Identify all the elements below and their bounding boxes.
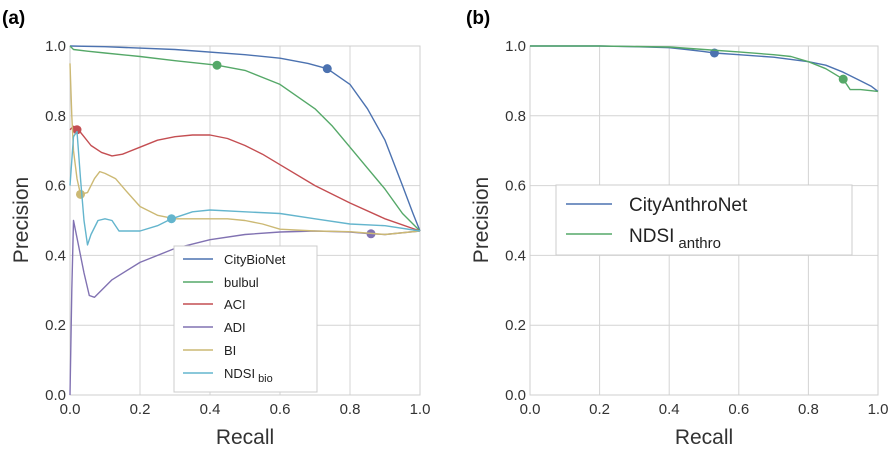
legend-box-a <box>173 245 318 393</box>
plot-frame-b <box>529 45 879 396</box>
y-tick-label-b-2: 0.4 <box>505 247 526 264</box>
y-axis-label-a: Precision <box>10 177 33 263</box>
chart-panel-a: (a) 0.0 0.2 0.4 0.6 0.8 1.0 0.0 0.2 0.4 0.6 0.8 1.0… <box>2 8 430 449</box>
x-tick-label-b-2: 0.4 <box>659 401 680 418</box>
legend-label-cityanthronet: CityAnthroNet <box>629 195 748 216</box>
legend-label-adi: ADI <box>224 320 246 335</box>
y-tick-label-a-3: 0.6 <box>45 178 66 195</box>
series-marker-ndsi-anthro <box>838 74 848 84</box>
series-line-ndsi-bio <box>69 130 421 246</box>
series-marker-aci <box>72 125 82 135</box>
series-line-bi <box>69 63 421 236</box>
series-line-aci <box>69 125 421 232</box>
y-tick-label-a-4: 0.8 <box>45 108 66 125</box>
y-tick-label-b-0: 0.0 <box>505 387 526 404</box>
series-line-ndsi-anthro <box>530 45 879 93</box>
plot-frame-a <box>69 45 421 396</box>
y-axis-label-b: Precision <box>470 177 493 263</box>
series-marker-ndsi-bio <box>167 214 176 224</box>
y-tick-label-a-1: 0.2 <box>45 317 66 334</box>
x-tick-label-a-0: 0.0 <box>60 401 81 418</box>
series-marker-bulbul <box>212 60 222 70</box>
y-tick-label-a-5: 1.0 <box>45 38 66 55</box>
legend-label-ndsi-bio: NDSI bio <box>224 366 273 385</box>
series-marker-bi <box>76 189 85 199</box>
curves-b <box>530 45 879 93</box>
y-tick-label-a-0: 0.0 <box>45 387 66 404</box>
x-tick-label-b-1: 0.2 <box>589 401 610 418</box>
legend-a: CityBioNet bulbul ACI ADI BI NDSI bio <box>173 245 318 393</box>
legend-label-aci: ACI <box>224 297 246 312</box>
x-tick-label-b-4: 0.8 <box>798 401 819 418</box>
series-line-citybionet <box>69 45 421 232</box>
x-axis-label-b: Recall <box>675 426 733 449</box>
series-marker-citybionet <box>322 64 332 74</box>
y-tick-label-b-5: 1.0 <box>505 38 526 55</box>
curves-a <box>69 45 421 396</box>
legend-b: CityAnthroNet NDSI anthro <box>555 184 853 256</box>
chart-panel-b: (b) 0.0 0.2 0.4 0.6 0.8 1.0 0.0 0.2 0.4 0.6 0.8 1.0… <box>466 8 888 449</box>
x-tick-label-b-5: 1.0 <box>868 401 889 418</box>
tick-labels-a: 0.0 0.2 0.4 0.6 0.8 1.0 0.0 0.2 0.4 0.6 0.8 1.0 <box>45 38 430 418</box>
x-tick-label-a-3: 0.6 <box>270 401 291 418</box>
x-tick-label-b-3: 0.6 <box>728 401 749 418</box>
x-axis-label-a: Recall <box>216 426 274 449</box>
legend-label-citybionet: CityBioNet <box>224 252 286 267</box>
legend-label-ndsi-anthro: NDSI anthro <box>629 226 721 252</box>
legend-label-bi: BI <box>224 343 236 358</box>
x-tick-label-b-0: 0.0 <box>520 401 541 418</box>
panel-label-a: (a) <box>2 8 25 29</box>
x-tick-label-a-4: 0.8 <box>340 401 361 418</box>
tick-labels-b: 0.0 0.2 0.4 0.6 0.8 1.0 0.0 0.2 0.4 0.6 0.8 1.0 <box>505 38 888 418</box>
series-line-bulbul <box>69 45 421 232</box>
y-tick-label-b-1: 0.2 <box>505 317 526 334</box>
x-tick-label-a-5: 1.0 <box>410 401 431 418</box>
y-tick-label-b-4: 0.8 <box>505 108 526 125</box>
x-tick-label-a-2: 0.4 <box>200 401 221 418</box>
x-tick-label-a-1: 0.2 <box>130 401 151 418</box>
legend-box-b <box>555 184 853 256</box>
legend-label-bulbul: bulbul <box>224 275 259 290</box>
panel-label-b: (b) <box>466 8 490 29</box>
y-tick-label-b-3: 0.6 <box>505 178 526 195</box>
y-tick-label-a-2: 0.4 <box>45 247 66 264</box>
